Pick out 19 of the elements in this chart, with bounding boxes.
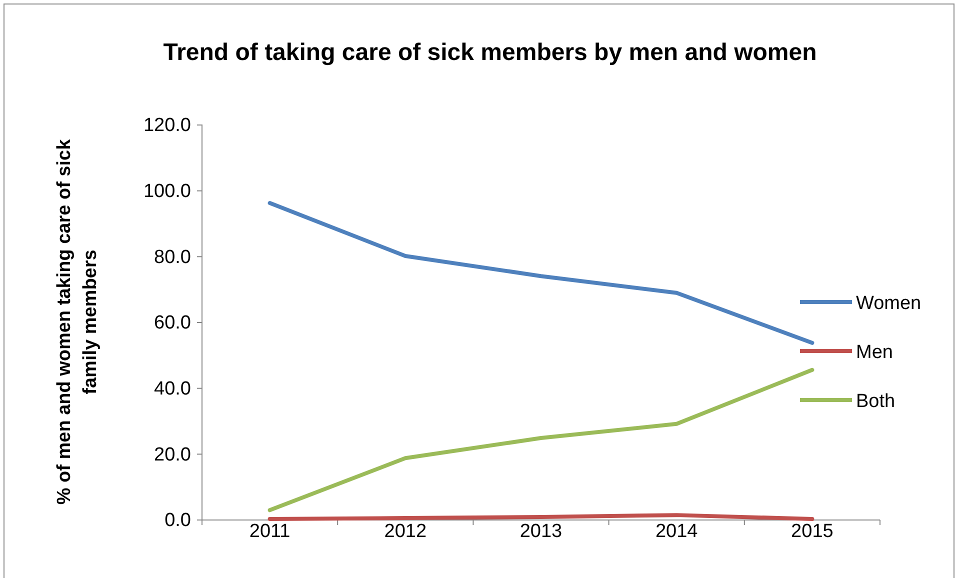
y-tick-label: 80.0 xyxy=(154,246,191,268)
chart-title: Trend of taking care of sick members by men and women xyxy=(163,39,817,66)
y-tick-label: 100.0 xyxy=(143,180,191,202)
x-tick-label: 2014 xyxy=(655,521,698,542)
y-tick-label: 40.0 xyxy=(154,378,191,400)
line-series xyxy=(268,368,814,512)
legend-label: Men xyxy=(856,342,893,363)
x-tick-label: 2013 xyxy=(520,521,562,542)
y-tick-label: 0.0 xyxy=(164,510,191,532)
x-tick-label: 2011 xyxy=(249,521,290,542)
line-series xyxy=(268,201,814,345)
y-tick-label: 120.0 xyxy=(143,115,191,136)
x-tick-label: 2015 xyxy=(791,521,834,542)
legend-label: Both xyxy=(856,391,896,412)
y-tick-label: 20.0 xyxy=(154,444,191,466)
legend-label: Women xyxy=(856,293,922,314)
y-tick-label: 60.0 xyxy=(154,312,191,334)
x-tick-label: 2012 xyxy=(384,521,427,542)
y-axis-title: % of men and women taking care of sick family members xyxy=(54,138,101,505)
